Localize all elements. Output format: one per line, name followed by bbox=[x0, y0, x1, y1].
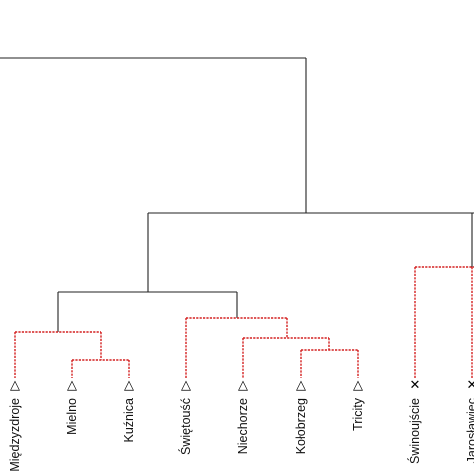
leaf-marker-cross: ✕ bbox=[410, 378, 421, 393]
leaf-label: Jarosławiec bbox=[465, 398, 474, 463]
leaf-marker-triangle: △ bbox=[238, 378, 248, 393]
leaf-marker-triangle: △ bbox=[296, 378, 306, 393]
leaf-marker-triangle: △ bbox=[124, 378, 134, 393]
leaf-label: Niechorze bbox=[236, 398, 250, 454]
leaf-marker-cross: ✕ bbox=[467, 378, 474, 393]
leaf-markers: △ △ △ △ △ △ △ ✕ ✕ bbox=[10, 378, 474, 393]
leaf-label: Świnoujście bbox=[407, 398, 422, 464]
leaf-label: Tricity bbox=[351, 397, 365, 431]
dendrogram-links bbox=[0, 57, 474, 378]
leaf-label: Mielno bbox=[65, 398, 79, 435]
leaf-label: Kołobrzeg bbox=[294, 398, 308, 454]
leaf-marker-triangle: △ bbox=[67, 378, 77, 393]
leaf-label: Kuźnica bbox=[122, 398, 136, 443]
leaf-label: Świętouść bbox=[178, 398, 193, 455]
leaf-labels: Międzyzdroje Mielno Kuźnica Świętouść Niecho… bbox=[8, 397, 474, 471]
leaf-marker-triangle: △ bbox=[181, 378, 191, 393]
leaf-marker-triangle: △ bbox=[10, 378, 20, 393]
leaf-marker-triangle: △ bbox=[353, 378, 363, 393]
leaf-label: Międzyzdroje bbox=[8, 398, 22, 472]
